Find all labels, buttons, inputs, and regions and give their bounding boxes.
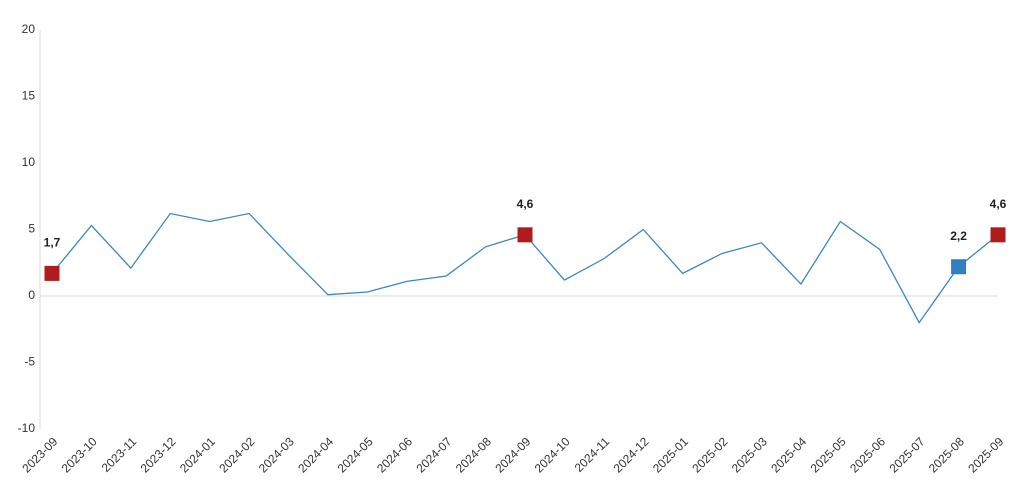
x-tick-label: 2024-07 [413,434,454,475]
y-tick-label: -10 [18,421,36,435]
x-tick-label: 2024-03 [256,434,297,475]
x-tick-label: 2025-01 [650,434,691,475]
x-tick-label: 2024-04 [295,434,336,475]
x-tick-label: 2023-10 [59,434,100,475]
x-tick-label: 2024-09 [492,434,533,475]
x-tick-label: 2023-11 [99,434,140,475]
x-tick-label: 2024-01 [177,434,218,475]
x-tick-label: 2024-08 [453,434,494,475]
y-tick-label: 10 [22,155,36,169]
x-tick-label: 2023-09 [19,434,60,475]
x-tick-label: 2025-09 [965,434,1006,475]
value-label: 4,6 [990,197,1007,211]
y-tick-label: -5 [24,355,35,369]
marker [951,259,967,275]
y-tick-label: 15 [22,89,36,103]
x-tick-label: 2025-04 [768,434,809,475]
x-tick-label: 2025-05 [808,434,849,475]
y-tick-label: 20 [22,22,36,36]
x-tick-label: 2025-02 [689,434,730,475]
value-label: 2,2 [950,229,967,243]
marker [44,265,60,281]
x-tick-label: 2024-06 [374,434,415,475]
marker [517,227,533,243]
x-tick-label: 2024-12 [611,434,652,475]
x-tick-label: 2025-03 [729,434,770,475]
x-tick-label: 2025-07 [886,434,927,475]
x-tick-label: 2024-02 [216,434,257,475]
x-tick-label: 2024-10 [532,434,573,475]
x-tick-label: 2025-06 [847,434,888,475]
y-tick-label: 5 [28,222,35,236]
marker [990,227,1006,243]
x-tick-label: 2024-11 [572,434,613,475]
x-tick-label: 2025-08 [926,434,967,475]
x-tick-label: 2024-05 [335,434,376,475]
value-label: 1,7 [44,236,61,250]
y-tick-label: 0 [28,288,35,302]
value-label: 4,6 [517,197,534,211]
x-tick-label: 2023-12 [138,434,179,475]
